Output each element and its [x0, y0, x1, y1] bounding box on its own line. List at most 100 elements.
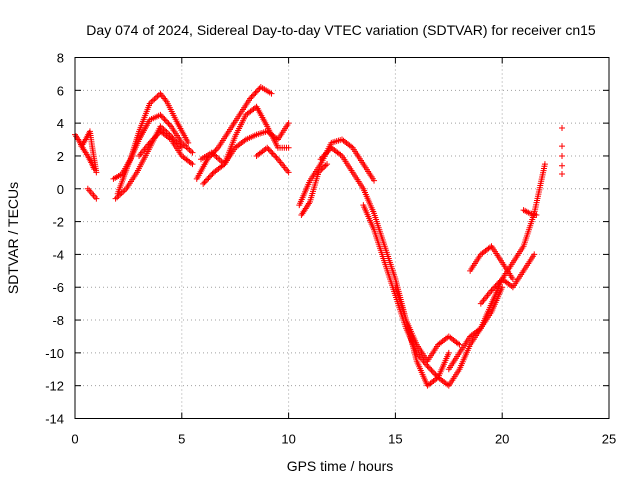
data-point [264, 144, 271, 151]
data-point [269, 150, 276, 157]
series-arc-5 [112, 123, 185, 202]
x-tick-label: 20 [495, 432, 509, 447]
data-point [249, 92, 256, 99]
x-tick-label: 5 [178, 432, 185, 447]
series-arc-19 [477, 251, 538, 307]
data-point [213, 146, 220, 153]
data-point [152, 94, 159, 101]
data-point [255, 86, 262, 93]
data-point [164, 119, 171, 126]
x-tick-label: 25 [602, 432, 616, 447]
x-tick-label: 0 [71, 432, 78, 447]
data-point [325, 147, 332, 154]
series-arc-21 [559, 125, 566, 178]
data-point [559, 152, 566, 159]
data-point [315, 169, 322, 176]
y-tick-label: -8 [52, 313, 64, 328]
data-point [427, 365, 434, 372]
data-point [154, 93, 161, 100]
data-point [206, 173, 213, 180]
data-point [166, 121, 173, 128]
data-point [149, 136, 156, 143]
data-point [157, 111, 164, 118]
data-point [316, 167, 323, 174]
y-axis-title: SDTVAR / TECUs [5, 182, 21, 294]
y-tick-label: -14 [45, 412, 64, 427]
data-point [491, 284, 498, 291]
series-arc-8 [193, 84, 275, 182]
data-point [200, 180, 207, 187]
x-tick-label: 10 [281, 432, 295, 447]
data-point [204, 176, 211, 183]
y-tick-label: -4 [52, 247, 64, 262]
series-arc-3 [84, 185, 100, 202]
y-tick-label: 2 [57, 149, 64, 164]
data-point [321, 151, 328, 158]
series-arc-10 [200, 120, 292, 187]
data-point [173, 139, 180, 146]
x-axis-title: GPS time / hours [287, 458, 394, 474]
data-point [266, 147, 273, 154]
data-point [318, 154, 325, 161]
data-point [252, 89, 259, 96]
series-arc-16 [392, 284, 463, 365]
data-point [431, 370, 438, 377]
data-point [148, 138, 155, 145]
data-point [93, 195, 100, 202]
data-point [205, 175, 212, 182]
y-tick-label: -12 [45, 379, 64, 394]
data-point [114, 194, 121, 201]
data-point [324, 149, 331, 156]
x-tick-labels: 0 5 10 15 20 25 [71, 432, 616, 447]
data-point [559, 171, 566, 178]
data-point [186, 146, 193, 153]
data-point [160, 114, 167, 121]
data-point [152, 134, 159, 141]
data-point [247, 95, 254, 102]
data-point [533, 212, 540, 219]
data-point [265, 146, 272, 153]
data-point [429, 368, 436, 375]
data-point [317, 156, 324, 163]
data-point [425, 364, 432, 371]
data-point [273, 154, 280, 161]
data-point [161, 116, 168, 123]
data-point [158, 113, 165, 120]
data-point [208, 172, 215, 179]
x-tick-label: 15 [388, 432, 402, 447]
data-point [321, 163, 328, 170]
series-arc-18 [467, 243, 516, 283]
data-point [285, 169, 292, 176]
y-tick-labels: -14 -12 -10 -8 -6 -4 -2 0 2 4 6 8 [45, 51, 64, 427]
data-point [150, 135, 157, 142]
data-point [488, 287, 495, 294]
y-tick-label: 6 [57, 83, 64, 98]
data-point [251, 91, 258, 98]
data-point [270, 151, 277, 158]
data-point [268, 90, 275, 97]
data-point [322, 150, 329, 157]
y-tick-label: -6 [52, 280, 64, 295]
data-point [324, 161, 331, 168]
data-point [149, 97, 156, 104]
data-point [162, 117, 169, 124]
y-tick-label: -2 [52, 215, 64, 230]
data-point [320, 153, 327, 160]
data-point [146, 139, 153, 146]
data-point [559, 143, 566, 150]
data-point [531, 251, 538, 258]
series-arc-11 [253, 144, 292, 176]
plot-frame [74, 57, 610, 419]
chart-title: Day 074 of 2024, Sidereal Day-to-day VTE… [86, 22, 596, 38]
data-point [165, 120, 172, 127]
series-arc-17 [445, 161, 548, 373]
data-point [248, 94, 255, 101]
data-point [209, 170, 216, 177]
y-tick-label: 0 [57, 182, 64, 197]
y-tick-label: -10 [45, 346, 64, 361]
series-arc-6 [114, 111, 196, 197]
data-point [268, 149, 275, 156]
data-point [322, 162, 329, 169]
data-point [495, 280, 502, 287]
data-point [184, 145, 191, 152]
